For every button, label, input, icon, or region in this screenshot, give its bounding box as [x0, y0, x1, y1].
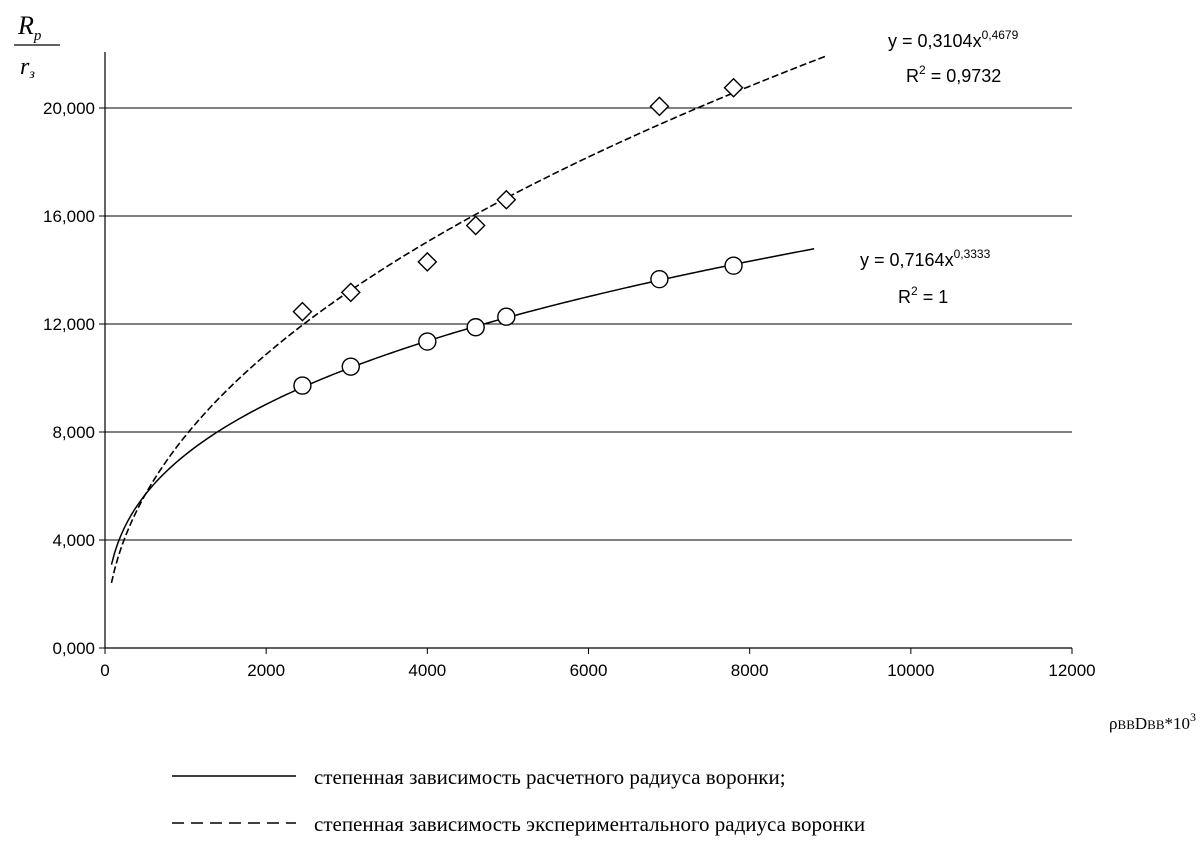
y-label-denominator: rз: [20, 54, 35, 82]
data-point-experimental: [649, 96, 670, 117]
x-ticks: 0 2000 4000 6000 8000 10000 12000: [100, 648, 1096, 680]
r2-experimental-text: R2 = 0,9732: [906, 63, 1001, 86]
r2-calculated-text: R2 = 1: [898, 284, 948, 307]
equation-experimental: y = 0,3104x0,4679 R2 = 0,9732: [888, 28, 1019, 86]
data-point-experimental: [723, 77, 744, 98]
data-point-calculated: [293, 376, 312, 395]
data-point-experimental: [340, 282, 361, 303]
trend-line-experimental: [110, 55, 827, 584]
y-tick-label: 8,000: [52, 423, 95, 442]
data-point-calculated: [497, 307, 516, 326]
data-point-calculated: [466, 318, 485, 337]
legend-label-experimental: степенная зависимость экспериментального…: [314, 812, 865, 836]
x-tick-label: 10000: [887, 661, 934, 680]
y-tick-label: 20,000: [43, 99, 95, 118]
y-tick-label: 0,000: [52, 639, 95, 658]
data-point-experimental: [417, 251, 438, 272]
x-tick-label: 0: [100, 661, 109, 680]
equation-calculated: y = 0,7164x0,3333 R2 = 1: [860, 247, 991, 307]
x-tick-label: 8000: [731, 661, 769, 680]
y-label-numerator: Rp: [17, 11, 42, 44]
data-point-calculated: [341, 357, 360, 376]
data-point-experimental: [465, 215, 486, 236]
y-tick-label: 4,000: [52, 531, 95, 550]
gridlines: [105, 107, 1072, 541]
data-point-calculated: [724, 256, 743, 275]
y-ticks: 0,000 4,000 8,000 12,000 16,000 20,000: [43, 99, 105, 658]
data-point-calculated: [650, 269, 669, 289]
y-axis-label: Rp rз: [14, 11, 60, 82]
legend-label-calculated: степенная зависимость расчетного радиуса…: [314, 765, 786, 789]
equation-experimental-text: y = 0,3104x0,4679: [888, 28, 1019, 51]
legend: степенная зависимость расчетного радиуса…: [172, 765, 865, 836]
x-axis-label: ρBBDBB*103: [1109, 710, 1196, 733]
trend-line-calculated: [110, 248, 815, 565]
x-tick-label: 4000: [408, 661, 446, 680]
data-point-calculated: [418, 332, 437, 351]
data-point-experimental: [292, 301, 313, 322]
x-tick-label: 2000: [247, 661, 285, 680]
x-tick-label: 6000: [570, 661, 608, 680]
data-markers: [292, 77, 744, 395]
y-tick-label: 16,000: [43, 207, 95, 226]
x-tick-label: 12000: [1048, 661, 1095, 680]
equation-calculated-text: y = 0,7164x0,3333: [860, 247, 991, 270]
data-point-experimental: [496, 189, 517, 210]
y-tick-label: 12,000: [43, 315, 95, 334]
